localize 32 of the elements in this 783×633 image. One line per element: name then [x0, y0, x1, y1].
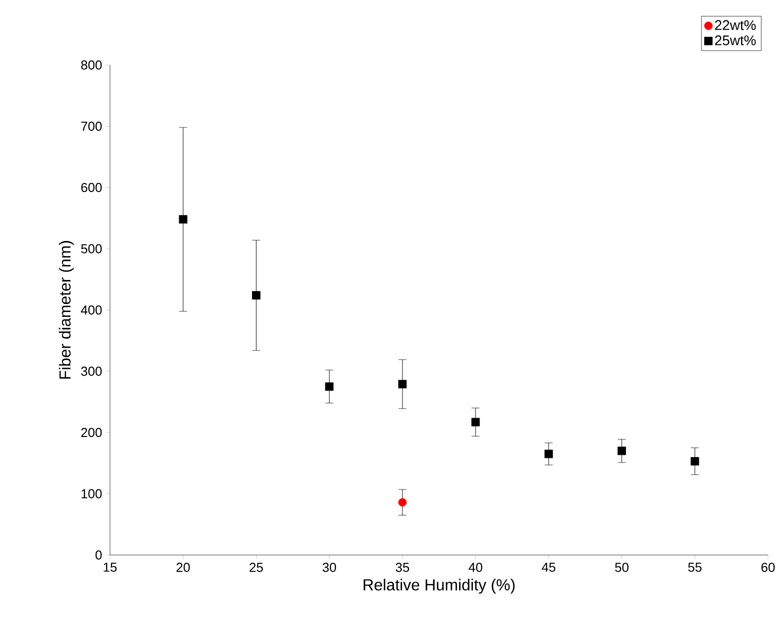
point	[690, 457, 700, 466]
x-tick-label: 25	[250, 562, 263, 572]
x-tick-label: 60	[761, 562, 775, 572]
y-tick-label: 800	[81, 60, 102, 70]
point	[252, 291, 260, 300]
x-tick-label: 50	[615, 562, 628, 572]
point	[325, 382, 334, 391]
legend-label: 25wt%	[715, 35, 756, 46]
point	[544, 450, 553, 458]
y-tick-label: 500	[81, 244, 102, 254]
point	[178, 215, 188, 224]
x-tick-label: 15	[104, 562, 117, 572]
y-tick-label: 400	[80, 305, 102, 315]
x-axis-title: Relative Humidity (%)	[364, 578, 515, 594]
y-tick-label: 300	[81, 366, 102, 376]
y-tick-label: 100	[82, 489, 102, 498]
point	[398, 380, 407, 388]
x-tick-label: 45	[542, 562, 556, 572]
y-tick-label: 0	[96, 550, 102, 560]
x-tick-label: 35	[396, 562, 410, 572]
point	[471, 418, 480, 426]
x-tick-label: 55	[688, 562, 702, 572]
y-tick-label: 700	[81, 122, 102, 131]
point	[618, 446, 626, 456]
y-axis-title: Fiber diameter (nm)	[58, 241, 74, 379]
y-tick-label: 200	[81, 428, 102, 438]
x-tick-label: 40	[468, 562, 482, 572]
legend-label: 22wt%	[715, 20, 756, 30]
y-tick-label: 600	[81, 182, 102, 192]
x-tick-label: 30	[322, 562, 336, 572]
x-tick-label: 20	[176, 562, 190, 572]
point	[398, 498, 407, 507]
